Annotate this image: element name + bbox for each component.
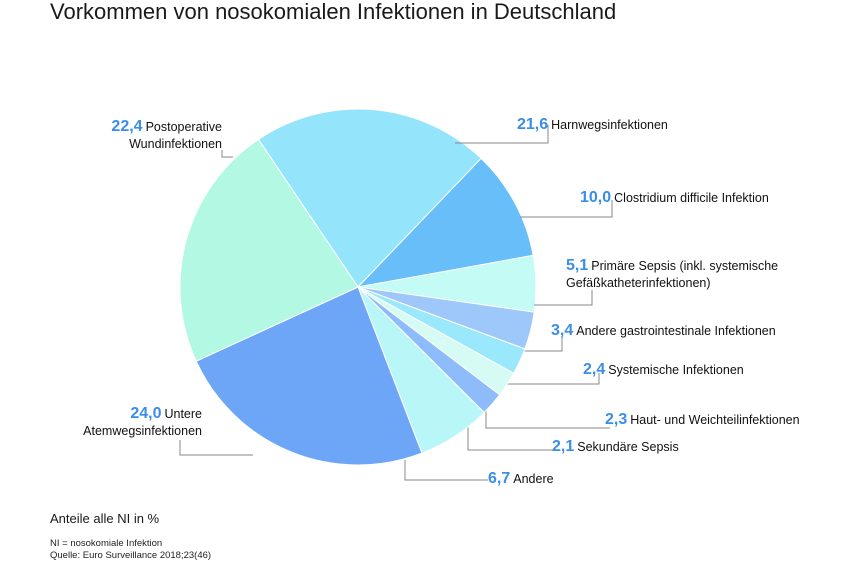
slice-category: Systemische Infektionen [608, 363, 744, 377]
pie-slice [179, 138, 359, 362]
slice-category: Sekundäre Sepsis [577, 440, 679, 454]
pie-slice [356, 157, 534, 288]
slice-category: Clostridium difficile Infektion [614, 191, 769, 205]
slice-label: 2,4 Systemische Infektionen [583, 361, 744, 379]
leader-line [521, 336, 563, 352]
slice-category: Wundinfektionen [129, 137, 222, 151]
leader-line [534, 290, 593, 306]
leader-line [179, 440, 253, 456]
slice-category: Gefäßkatheterinfektionen) [566, 276, 711, 290]
slice-value: 2,1 [552, 438, 575, 455]
slice-label-line: 2,1 Sekundäre Sepsis [552, 438, 679, 456]
slice-value: 6,7 [488, 470, 511, 487]
slice-label: 2,3 Haut- und Weichteilinfektionen [605, 411, 800, 429]
slice-category: Untere [164, 407, 202, 421]
slice-value: 5,1 [566, 257, 589, 274]
slice-label: 5,1 Primäre Sepsis (inkl. systemische Gefä… [566, 257, 778, 292]
chart-title: Vorkommen von nosokomialen Infektionen i… [50, 0, 617, 24]
slice-label-line: 2,3 Haut- und Weichteilinfektionen [605, 411, 800, 429]
slice-category: Postoperative [145, 120, 222, 134]
footnote: NI = nosokomiale Infektion Quelle: Euro … [50, 538, 211, 562]
slice-label-line: 5,1 Primäre Sepsis (inkl. systemische [566, 257, 778, 275]
slice-label-line: Atemwegsinfektionen [83, 423, 202, 440]
slice-label: 21,6 Harnwegsinfektionen [517, 116, 668, 134]
leader-line [520, 200, 613, 218]
slice-label-line: 2,4 Systemische Infektionen [583, 361, 744, 379]
leader-line [404, 460, 488, 481]
slice-label-line: 22,4 Postoperative [111, 118, 222, 136]
leader-line [500, 373, 600, 385]
slice-label-line: Gefäßkatheterinfektionen) [566, 275, 778, 292]
slice-category: Haut- und Weichteilinfektionen [630, 413, 800, 427]
slice-value: 3,4 [551, 322, 574, 339]
slice-label: 24,0 Untere Atemwegsinfektionen [83, 405, 202, 440]
slice-category: Harnwegsinfektionen [551, 118, 668, 132]
slice-value: 22,4 [111, 118, 143, 135]
pie-slice [195, 286, 423, 466]
footnote-source: Quelle: Euro Surveillance 2018;23(46) [50, 550, 212, 561]
chart-subtitle: Anteile alle NI in % [50, 511, 160, 526]
slice-label: 10,0 Clostridium difficile Infektion [580, 189, 769, 207]
slice-label-line: 3,4 Andere gastrointestinale Infektionen [551, 322, 776, 340]
slice-value: 21,6 [517, 116, 549, 133]
slice-category: Atemwegsinfektionen [83, 424, 202, 438]
slice-value: 2,3 [605, 411, 628, 428]
slice-label-line: 10,0 Clostridium difficile Infektion [580, 189, 769, 207]
pie-slice [257, 108, 482, 288]
slice-label: 3,4 Andere gastrointestinale Infektionen [551, 322, 776, 340]
leader-line [485, 405, 610, 429]
leader-line [455, 125, 549, 144]
slice-category: Primäre Sepsis (inkl. systemische [591, 259, 779, 273]
footnote-abbreviation: NI = nosokomiale Infektion [50, 538, 163, 549]
slice-label-line: 6,7 Andere [488, 470, 554, 488]
slice-label: 22,4 Postoperative Wundinfektionen [111, 118, 222, 153]
slice-label-line: 21,6 Harnwegsinfektionen [517, 116, 668, 134]
slice-category: Andere gastrointestinale Infektionen [576, 324, 776, 338]
slice-value: 2,4 [583, 361, 606, 378]
leader-line [467, 427, 560, 451]
slice-value: 10,0 [580, 189, 612, 206]
slice-category: Andere [513, 472, 554, 486]
leader-line [221, 150, 233, 158]
slice-label-line: Wundinfektionen [111, 136, 222, 153]
slice-label-line: 24,0 Untere [83, 405, 202, 423]
slice-value: 24,0 [130, 405, 162, 422]
slice-label: 2,1 Sekundäre Sepsis [552, 438, 679, 456]
slice-label: 6,7 Andere [488, 470, 554, 488]
